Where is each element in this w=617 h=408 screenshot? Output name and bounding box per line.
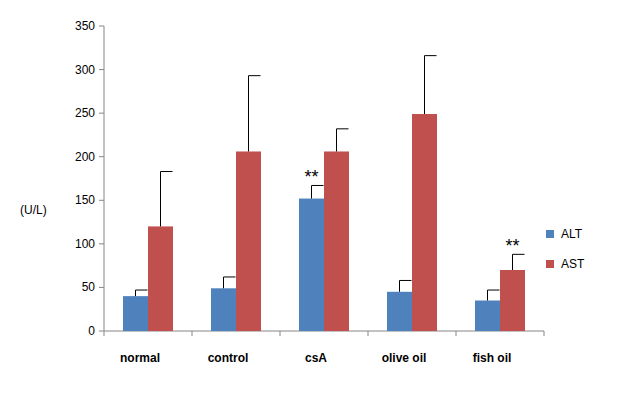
- bar: [123, 296, 148, 331]
- error-bar: [224, 277, 236, 288]
- error-bar: [400, 280, 412, 291]
- error-bar: [488, 290, 500, 300]
- x-tick-label: csA: [305, 351, 327, 365]
- legend-swatch: [546, 230, 554, 238]
- background: [0, 0, 617, 408]
- y-tick: [99, 156, 104, 157]
- bar: [299, 199, 324, 331]
- x-tick: [192, 331, 193, 336]
- error-stem: [424, 56, 425, 114]
- error-stem: [336, 129, 337, 152]
- error-stem: [223, 277, 224, 288]
- error-stem: [248, 76, 249, 152]
- chart-svg: 0 50 100 150 200 250 300 350 (U/L) normal control c…: [0, 0, 617, 408]
- x-tick: [280, 331, 281, 336]
- annotation: **: [505, 236, 519, 256]
- error-cap: [337, 128, 349, 129]
- error-bar: [513, 254, 525, 270]
- y-tick-label: 100: [75, 237, 95, 251]
- x-tick: [368, 331, 369, 336]
- y-tick-label: 150: [75, 193, 95, 207]
- error-cap: [249, 75, 261, 76]
- error-cap: [136, 290, 148, 291]
- chart-container: 0 50 100 150 200 250 300 350 (U/L) normal control c…: [0, 0, 617, 408]
- y-tick-label: 350: [75, 19, 95, 33]
- error-stem: [399, 280, 400, 291]
- error-bar: [337, 129, 349, 152]
- legend-label: ALT: [561, 227, 583, 241]
- legend-swatch: [546, 260, 554, 268]
- x-tick: [544, 331, 545, 336]
- bar: [148, 226, 173, 331]
- x-tick-label: control: [208, 351, 249, 365]
- y-tick: [99, 200, 104, 201]
- error-bar: [249, 76, 261, 152]
- error-cap: [488, 290, 500, 291]
- y-tick: [99, 331, 104, 332]
- error-stem: [135, 290, 136, 296]
- error-cap: [400, 280, 412, 281]
- x-tick-label: fish oil: [473, 351, 512, 365]
- y-axis-label: (U/L): [20, 203, 47, 217]
- bar: [475, 301, 500, 332]
- error-bar: [136, 290, 148, 296]
- y-tick-label: 200: [75, 150, 95, 164]
- y-tick-label: 250: [75, 106, 95, 120]
- legend-label: AST: [561, 257, 585, 271]
- y-axis-line: [104, 26, 105, 331]
- y-tick-label: 50: [82, 280, 96, 294]
- y-tick: [99, 26, 104, 27]
- bar: [236, 151, 261, 331]
- error-bar: [425, 56, 437, 114]
- error-cap: [161, 171, 173, 172]
- x-tick-label: olive oil: [382, 351, 427, 365]
- bar: [412, 114, 437, 331]
- bar: [324, 151, 349, 331]
- bar: [500, 270, 525, 331]
- y-tick-label: 0: [88, 324, 95, 338]
- annotation: **: [304, 167, 318, 187]
- x-tick: [456, 331, 457, 336]
- error-cap: [224, 276, 236, 277]
- y-tick: [99, 243, 104, 244]
- error-stem: [512, 254, 513, 270]
- error-bar: [161, 172, 173, 227]
- x-tick-label: normal: [120, 351, 160, 365]
- x-tick: [104, 331, 105, 336]
- bar: [387, 292, 412, 331]
- error-stem: [160, 172, 161, 227]
- error-cap: [425, 55, 437, 56]
- y-tick: [99, 113, 104, 114]
- plot-marks: [123, 56, 525, 331]
- bar: [211, 288, 236, 331]
- error-stem: [487, 290, 488, 300]
- y-tick: [99, 69, 104, 70]
- y-tick: [99, 287, 104, 288]
- y-tick-label: 300: [75, 63, 95, 77]
